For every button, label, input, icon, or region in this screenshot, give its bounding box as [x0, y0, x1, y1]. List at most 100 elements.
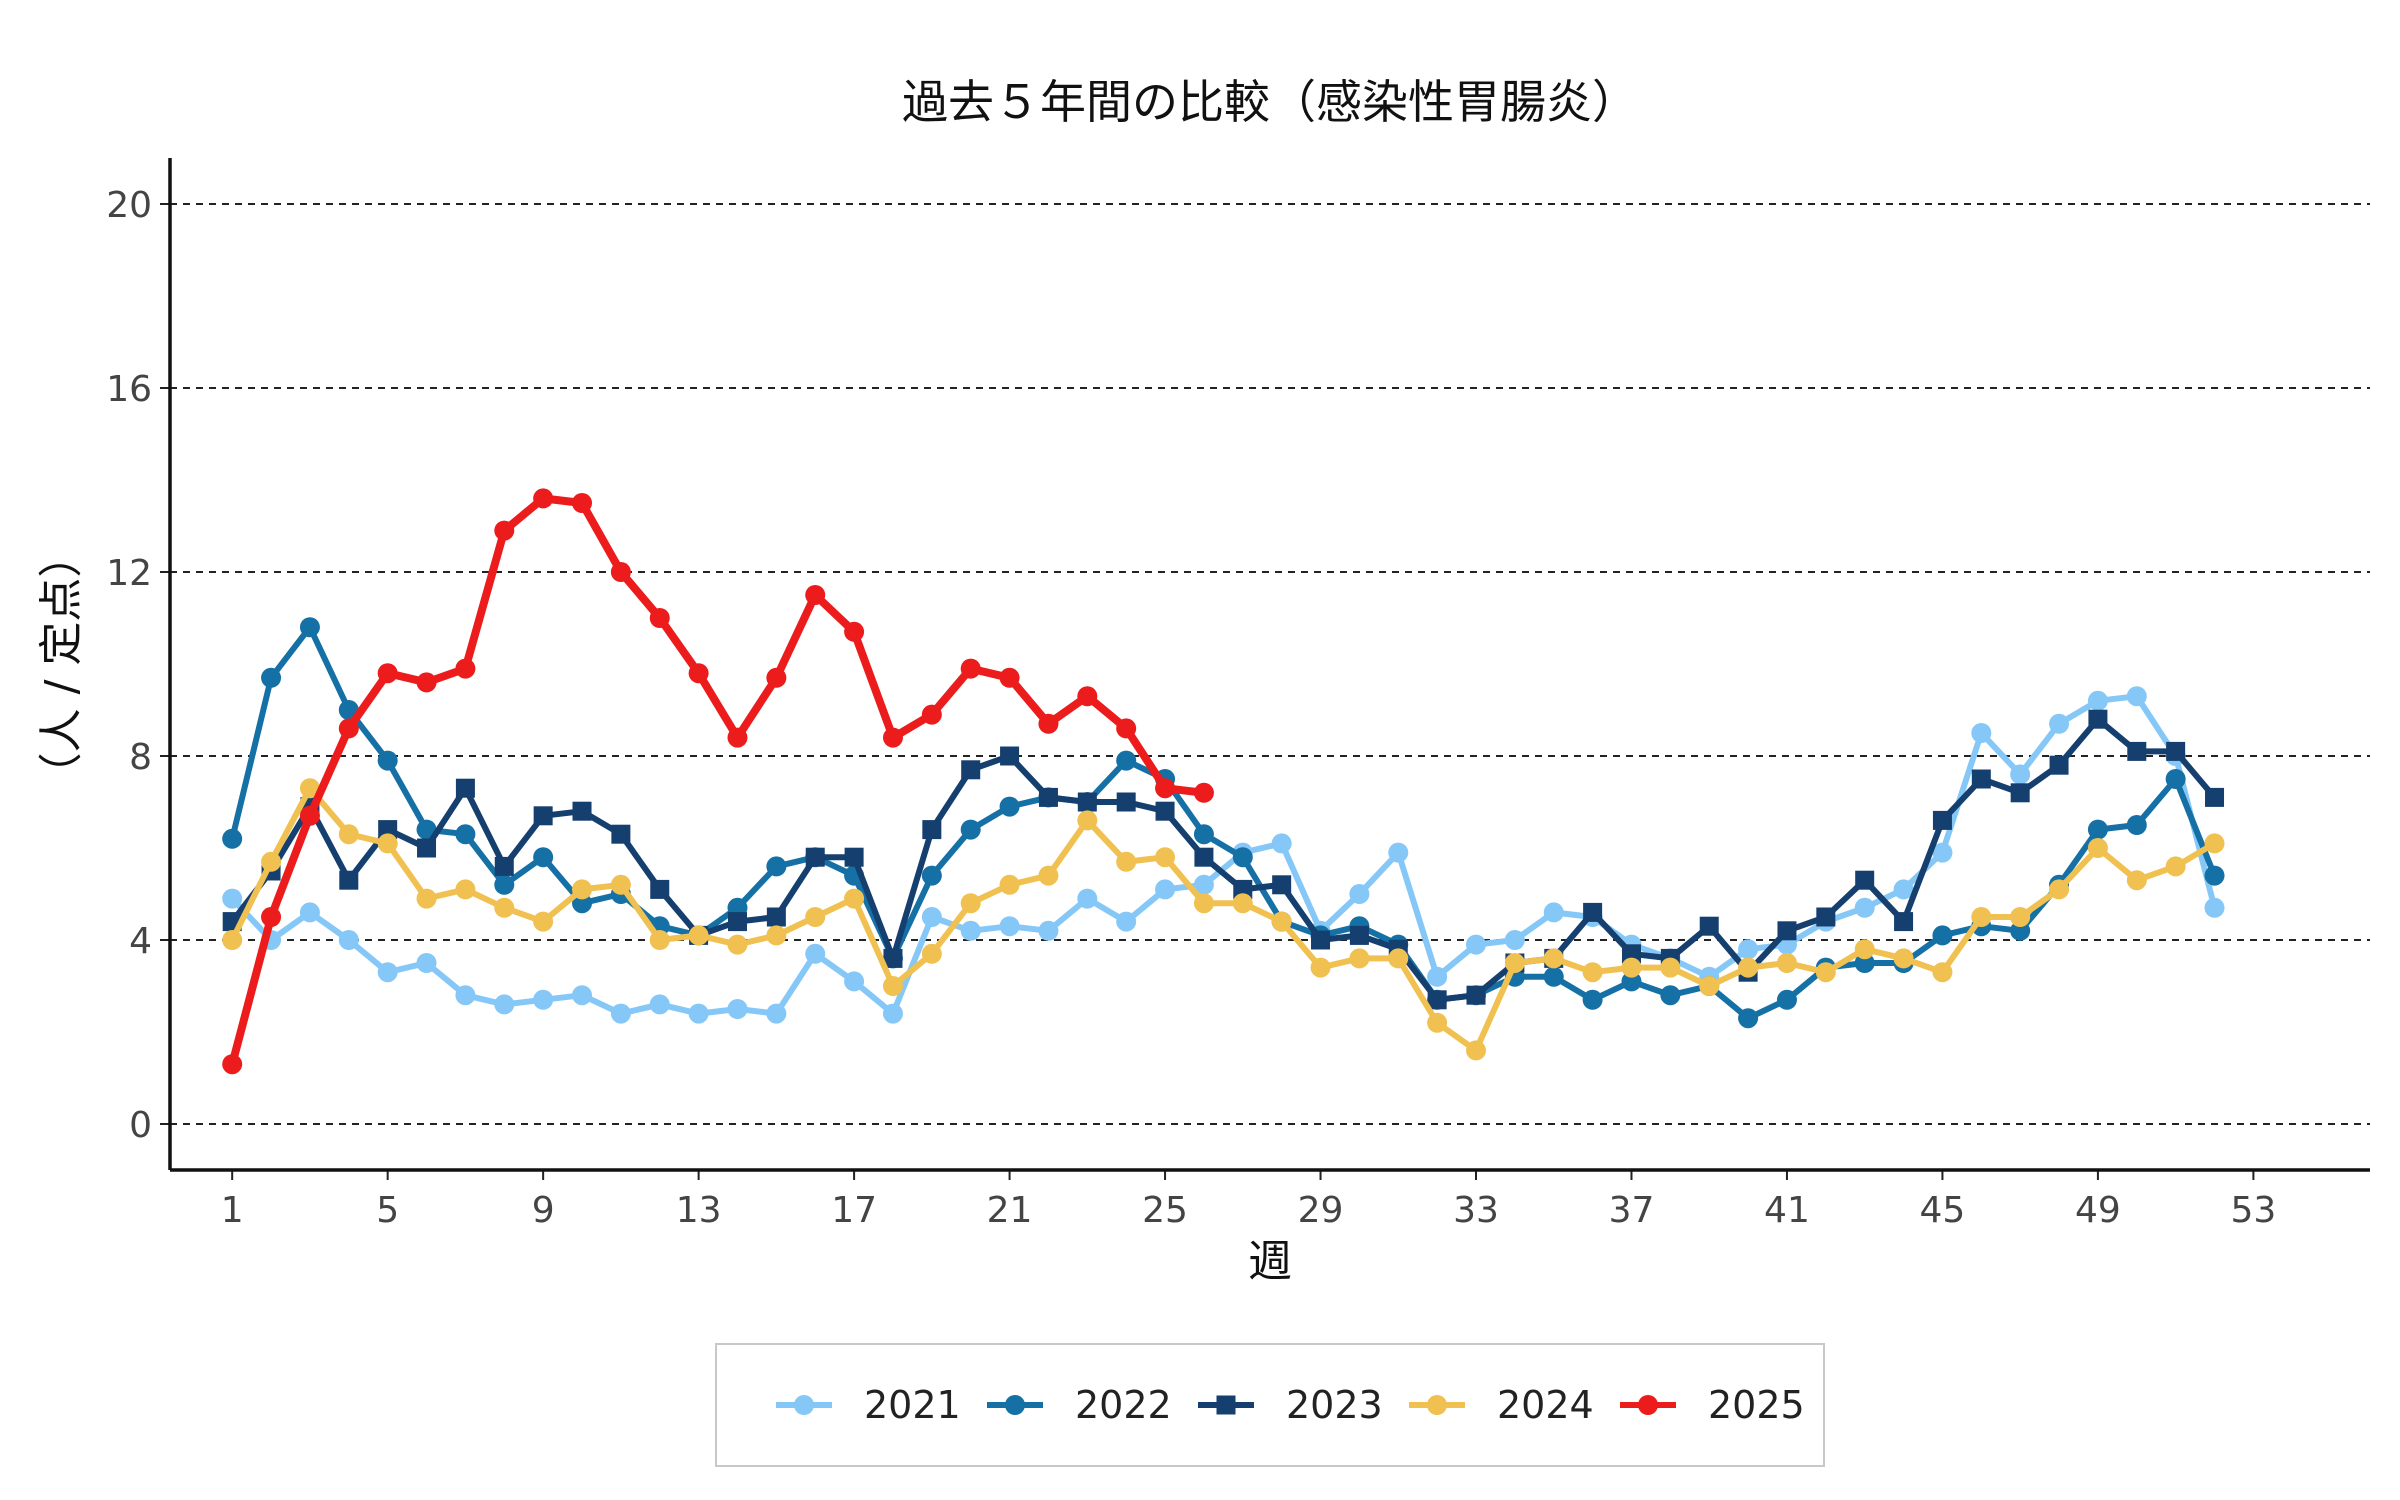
data-point-2025: [494, 520, 515, 541]
data-point-2022: [494, 874, 515, 895]
data-point-2023: [1583, 902, 1603, 922]
data-point-2025: [688, 663, 709, 684]
data-point-2021: [805, 943, 826, 964]
data-point-2021: [1466, 934, 1487, 955]
legend-swatch-marker: [794, 1395, 814, 1415]
data-point-2021: [1543, 902, 1564, 923]
y-tick-label: 12: [106, 553, 152, 594]
data-point-2021: [338, 930, 359, 950]
data-point-2024: [1776, 953, 1797, 973]
data-point-2025: [1038, 713, 1059, 734]
data-point-2022: [572, 893, 593, 914]
x-tick-label: 5: [376, 1190, 399, 1231]
data-point-2023: [1466, 985, 1486, 1005]
x-tick-label: 49: [2075, 1190, 2121, 1231]
data-point-2024: [2204, 833, 2225, 854]
data-point-2022: [2126, 815, 2147, 835]
data-point-2023: [961, 760, 981, 780]
data-point-2024: [494, 897, 515, 918]
data-point-2021: [455, 985, 476, 1006]
axes: 0 4 8 12 16 20 1 5 9 13 17 21 25 29 33 37 41 45 49 53: [106, 158, 2370, 1231]
data-point-2021: [610, 1003, 631, 1024]
data-point-2024: [1660, 957, 1681, 978]
data-point-2023: [1000, 746, 1020, 766]
data-point-2021: [299, 902, 320, 923]
data-point-2023: [805, 847, 825, 867]
data-point-2021: [494, 994, 515, 1015]
data-point-2025: [261, 907, 282, 927]
data-point-2023: [922, 820, 942, 840]
data-point-2021: [416, 953, 437, 973]
data-point-2022: [1582, 989, 1603, 1010]
data-point-2023: [1777, 921, 1797, 941]
data-point-2021: [727, 999, 748, 1019]
data-point-2023: [1699, 916, 1719, 936]
data-point-2024: [338, 824, 359, 845]
data-point-2025: [455, 658, 476, 679]
data-point-2023: [1621, 944, 1641, 964]
data-point-2023: [1427, 990, 1447, 1010]
data-point-2024: [1388, 948, 1409, 969]
data-point-2025: [1193, 782, 1214, 803]
data-point-2022: [1193, 824, 1214, 845]
x-tick-label: 25: [1142, 1190, 1188, 1231]
data-point-2024: [1543, 948, 1564, 969]
data-point-2021: [1271, 833, 1292, 854]
data-point-2021: [1738, 939, 1759, 960]
legend-item-2025: 2025: [1620, 1383, 1805, 1427]
y-tick-label: 0: [129, 1105, 152, 1146]
legend-label: 2025: [1708, 1383, 1805, 1427]
data-point-2024: [1815, 962, 1836, 983]
data-point-2021: [1893, 879, 1914, 900]
data-point-2021: [572, 985, 593, 1006]
data-point-2022: [921, 865, 942, 886]
x-tick-label: 41: [1764, 1190, 1810, 1231]
legend-swatch-marker: [1216, 1395, 1236, 1415]
data-point-2023: [1971, 769, 1991, 789]
data-point-2022: [960, 819, 981, 840]
data-point-2025: [844, 621, 865, 642]
data-point-2025: [999, 667, 1020, 688]
data-point-2025: [805, 585, 826, 605]
data-point-2021: [222, 888, 243, 909]
data-point-2024: [1699, 976, 1720, 996]
data-point-2023: [1816, 907, 1836, 927]
data-point-2022: [1543, 966, 1564, 987]
y-axis-title: （人 / 定点）: [36, 534, 87, 797]
data-point-2024: [921, 943, 942, 964]
legend: 2021 2022 2023 2024 2025: [715, 1343, 1825, 1467]
data-point-2023: [2127, 741, 2147, 761]
data-point-2021: [1077, 888, 1098, 909]
chart-title: 過去５年間の比較（感染性胃腸炎）: [902, 75, 1638, 129]
data-point-2021: [1116, 911, 1137, 932]
data-point-2023: [339, 870, 359, 890]
data-point-2021: [1038, 920, 1059, 941]
data-point-2023: [1894, 912, 1914, 932]
data-point-2025: [649, 608, 670, 628]
y-tick-label: 16: [106, 369, 152, 410]
x-tick-label: 33: [1453, 1190, 1499, 1231]
data-point-2025: [533, 488, 554, 509]
data-point-2025: [377, 663, 398, 684]
data-point-2023: [2166, 741, 2186, 761]
data-point-2024: [1971, 907, 1992, 927]
data-point-2022: [999, 796, 1020, 817]
data-point-2023: [1194, 847, 1214, 867]
series-line-2022: [229, 624, 2218, 1022]
x-tick-label: 45: [1920, 1190, 1966, 1231]
data-point-2024: [416, 888, 437, 909]
data-point-2023: [2049, 755, 2069, 775]
series-line-2025: [228, 494, 1208, 1069]
data-point-2021: [1388, 842, 1409, 863]
data-point-2021: [1349, 884, 1370, 904]
data-point-2024: [572, 879, 593, 900]
data-point-2024: [688, 925, 709, 946]
legend-swatch-marker: [1005, 1395, 1025, 1415]
data-point-2023: [1077, 792, 1097, 812]
data-point-2022: [1660, 985, 1681, 1006]
x-tick-label: 21: [987, 1190, 1033, 1231]
data-point-2021: [533, 989, 554, 1010]
data-point-2024: [1038, 865, 1059, 886]
data-point-2023: [572, 801, 592, 821]
